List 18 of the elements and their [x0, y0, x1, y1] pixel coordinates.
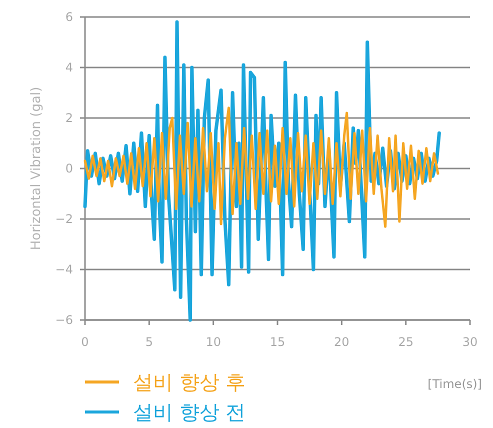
legend-label: 설비 향상 후 [133, 370, 246, 394]
y-tick-label: 2 [65, 111, 73, 125]
x-tick-label: 5 [145, 335, 153, 349]
legend-label: 설비 향상 전 [133, 400, 246, 424]
x-tick-label: 20 [334, 335, 350, 349]
y-tick-label: −6 [55, 313, 73, 327]
y-tick-label: 6 [65, 10, 73, 24]
y-axis-title: Horizontal Vibration (gal) [29, 86, 44, 250]
x-tick-label: 30 [462, 335, 478, 349]
y-tick-label: −4 [55, 262, 73, 276]
x-axis-title: [Time(s)] [428, 377, 482, 391]
x-tick-label: 15 [270, 335, 286, 349]
x-tick-label: 10 [206, 335, 221, 349]
y-tick-label: −2 [55, 212, 73, 226]
y-tick-label: 4 [65, 60, 73, 74]
x-tick-label: 25 [398, 335, 414, 349]
y-tick-label: 0 [65, 162, 73, 176]
x-tick-label: 0 [81, 335, 89, 349]
